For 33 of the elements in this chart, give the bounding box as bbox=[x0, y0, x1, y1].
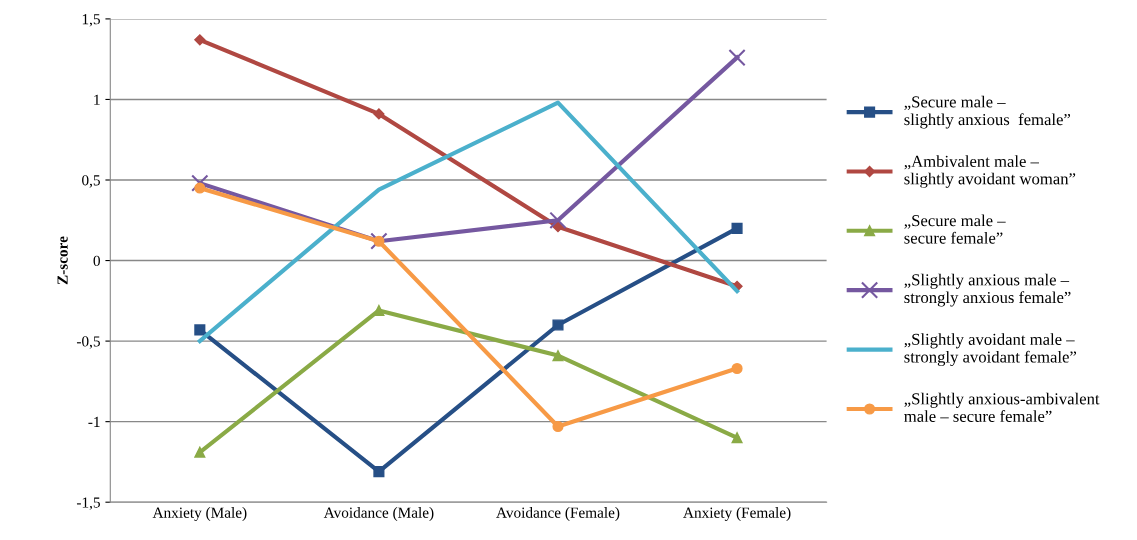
legend-label: „Slightly avoidant male – strongly avoidant female” bbox=[904, 333, 1077, 367]
point bbox=[552, 350, 564, 362]
point bbox=[194, 324, 206, 336]
point bbox=[728, 48, 746, 67]
legend-label: „Secure male – secure female” bbox=[904, 214, 1006, 244]
point bbox=[731, 432, 743, 444]
x-tick-label: Avoidance (Male) bbox=[323, 507, 434, 521]
y-tick-label: -1,5 bbox=[76, 497, 100, 510]
point bbox=[194, 34, 206, 46]
x-tick-label: Anxiety (Female) bbox=[683, 507, 791, 521]
y-tick-label: -1 bbox=[88, 416, 100, 427]
legend-label: „Slightly anxious male – strongly anxious female” bbox=[904, 273, 1071, 307]
y-tick-label: 1 bbox=[94, 94, 100, 105]
x-tick-label: Anxiety (Male) bbox=[152, 507, 247, 521]
x-tick-label: Avoidance (Female) bbox=[496, 507, 620, 521]
point bbox=[194, 446, 206, 458]
y-axis-title: Z-score bbox=[57, 236, 68, 285]
point bbox=[552, 420, 564, 433]
y-tick-label: 0 bbox=[93, 255, 100, 266]
point bbox=[552, 319, 564, 331]
point bbox=[373, 466, 385, 478]
legend-label: „Ambivalent male – slightly avoidant woman” bbox=[904, 155, 1076, 188]
point bbox=[194, 182, 206, 194]
y-tick-label: 1,5 bbox=[82, 14, 100, 27]
y-tick-label: 0,5 bbox=[82, 175, 100, 188]
point bbox=[549, 211, 567, 229]
point bbox=[731, 362, 743, 375]
point bbox=[731, 222, 743, 234]
legend-label: „Slightly anxious-ambivalent male – secure female” bbox=[904, 392, 1100, 422]
point bbox=[191, 174, 209, 192]
legend-label: „Secure male – slightly anxious female” bbox=[904, 95, 1071, 129]
point bbox=[373, 108, 385, 120]
y-tick-label: -0,5 bbox=[76, 336, 100, 349]
